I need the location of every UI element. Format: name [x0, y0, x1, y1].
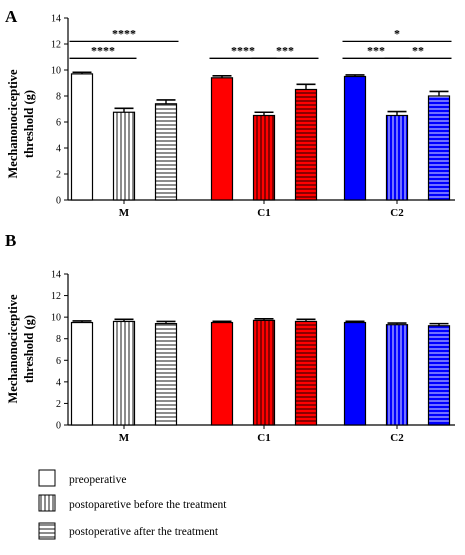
panel-b-bar-c2-vertical [385, 324, 409, 426]
panel-a-bar-c1-horizontal [294, 88, 318, 201]
panel-a-bar-c1-solid [210, 77, 234, 201]
panel-b-bar-c2-horizontal [427, 325, 451, 426]
panel-b-category-label-c2: C2 [390, 432, 404, 444]
panel-b-bar-m-horizontal [154, 323, 178, 426]
panel-b-ylabel-line1: Mechanonociceptive [6, 294, 20, 403]
legend-swatch-horizontal [38, 522, 56, 540]
panel-a-bar-m-vertical [112, 111, 136, 201]
panel-a-bar-m-horizontal [154, 103, 178, 201]
panel-a-category-label-m: M [119, 207, 130, 219]
panel-b-bar-c1-solid [210, 321, 234, 426]
panel-a-sig-label: **** [112, 26, 136, 40]
legend-item-after-treatment: postoperative after the treatment [38, 522, 219, 540]
panel-a-ylabel-line1: Mechanonociceptive [6, 69, 20, 178]
panel-b-ylabel-line2: threshold (g) [22, 315, 36, 383]
panel-b-y-tick-label: 0 [56, 421, 61, 432]
panel-a-sig-label: * [394, 26, 400, 40]
panel-b-category-label-m: M [119, 432, 130, 444]
panel-b-category-label-c1: C1 [257, 432, 270, 444]
panel-a-bar-m-solid [70, 73, 94, 201]
panel-a-y-tick-label: 2 [56, 170, 61, 181]
panel-a-sig-label: ** [412, 43, 424, 57]
panel-b-y-tick-label: 4 [56, 377, 61, 388]
legend-label-after-treatment: postoperative after the treatment [69, 526, 219, 538]
panel-a-bar-c2-horizontal [427, 95, 451, 201]
panel-a-y-tick-label: 12 [51, 40, 61, 51]
panel-b-y-tick-label: 2 [56, 399, 61, 410]
panel-b-y-tick-label: 6 [56, 356, 61, 367]
legend-label-before-treatment: postoparetive before the treatment [69, 499, 227, 511]
panel-a-bar-c2-vertical [385, 114, 409, 201]
panel-a-y-tick-label: 6 [56, 118, 61, 129]
panel-a-bar-c1-vertical [252, 114, 276, 201]
panel-b-ylabel: Mechanonociceptive threshold (g) [6, 294, 36, 403]
panel-a-category-label-c2: C2 [390, 207, 404, 219]
panel-a-sig-label: **** [231, 43, 255, 57]
panel-b-plot: 0 2 4 6 8 10 12 14 M C1 C2 [51, 270, 455, 444]
panel-b-y-tick-label: 14 [51, 270, 61, 281]
panel-a-sig-label: *** [276, 43, 294, 57]
legend-item-preoperative: preoperative [38, 469, 126, 487]
panel-b-letter: B [5, 231, 16, 250]
panel-b-bar-m-solid [70, 321, 94, 426]
panel-a-bar-c2-solid [343, 75, 367, 201]
panel-b: B Mechanonociceptive threshold (g) 0 2 4 6 8… [5, 231, 455, 444]
panel-b-y-tick-label: 10 [51, 313, 61, 324]
panel-b-bar-m-vertical [112, 320, 136, 426]
legend-label-preoperative: preoperative [69, 474, 126, 486]
legend-swatch-solid [38, 469, 56, 487]
panel-a-letter: A [5, 7, 18, 26]
panel-b-y-tick-label: 12 [51, 291, 61, 302]
legend-swatch-vertical [38, 494, 56, 512]
panel-b-bar-c2-solid [343, 321, 367, 426]
legend: preoperative postoparetive before the tr… [38, 469, 227, 540]
panel-a-y-tick-label: 8 [56, 92, 61, 103]
panel-a-y-tick-label: 4 [56, 144, 61, 155]
panel-a-y-tick-label: 0 [56, 196, 61, 207]
panel-a: A Mechanonociceptive threshold (g) 0 2 4 6 8… [5, 7, 455, 219]
panel-a-y-tick-label: 10 [51, 66, 61, 77]
panel-a-sig-label: **** [91, 43, 115, 57]
panel-a-sig-label: *** [367, 43, 385, 57]
panel-a-category-label-c1: C1 [257, 207, 270, 219]
panel-a-y-tick-label: 14 [51, 14, 61, 25]
panel-b-bar-c1-horizontal [294, 320, 318, 426]
panel-a-ylabel-line2: threshold (g) [22, 90, 36, 158]
panel-b-y-tick-label: 8 [56, 334, 61, 345]
legend-item-before-treatment: postoparetive before the treatment [38, 494, 227, 512]
panel-b-bar-c1-vertical [252, 319, 276, 426]
panel-a-ylabel: Mechanonociceptive threshold (g) [6, 69, 36, 178]
